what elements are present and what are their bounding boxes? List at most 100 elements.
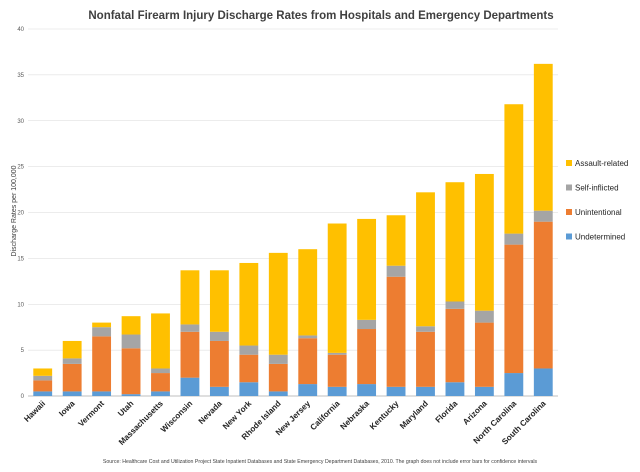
bar-segment-assault-related [180, 270, 200, 325]
y-tick-label: 0 [21, 394, 25, 400]
bar-segment-assault-related [416, 192, 435, 327]
x-axis-categories: Hawaii Iowa Vermont UtahMassachusettsWiscon… [22, 399, 548, 447]
y-tick-label: 20 [17, 211, 24, 217]
x-category-label: Maryland [398, 399, 430, 431]
bar-segment-self-inflicted [180, 324, 200, 332]
x-category-label: California [309, 399, 342, 432]
y-axis-label: Discharge Rates per 100,000 [11, 165, 18, 256]
bar-segment-unintentional [504, 244, 524, 374]
legend-label: Unintentional [575, 208, 622, 217]
bars [33, 63, 553, 396]
bar-segment-undetermined [357, 384, 377, 396]
bar-segment-undetermined [386, 386, 406, 396]
x-category-label: Arizona [461, 399, 489, 427]
bar-segment-self-inflicted [504, 233, 524, 245]
y-tick-label: 15 [17, 256, 24, 262]
legend-label: Self-inflicted [575, 184, 619, 193]
legend-swatch [566, 209, 572, 215]
bar-segment-assault-related [209, 270, 229, 332]
bar-segment-unintentional [327, 354, 347, 387]
legend-swatch [566, 233, 572, 240]
source-note: Source: Healthcare Cost and Utilization … [103, 459, 538, 465]
bar-segment-unintentional [121, 348, 141, 395]
bar-segment-unintentional [268, 363, 288, 392]
gridlines [28, 28, 558, 397]
bar-segment-self-inflicted [151, 368, 170, 374]
bar-segment-assault-related [151, 313, 170, 369]
bar-segment-undetermined [121, 394, 141, 396]
bar-segment-unintentional [386, 276, 406, 387]
bar-segment-assault-related [298, 249, 318, 336]
bar-segment-unintentional [92, 336, 112, 392]
bar-segment-unintentional [62, 363, 82, 392]
bar-segment-assault-related [92, 322, 112, 328]
bar-segment-undetermined [533, 368, 553, 396]
bar-segment-unintentional [33, 380, 53, 392]
bar-segment-unintentional [298, 338, 318, 385]
legend-swatch [566, 160, 572, 166]
y-tick-label: 30 [17, 119, 24, 125]
legend-swatch [566, 184, 572, 191]
bar-segment-self-inflicted [533, 210, 553, 222]
bar-segment-self-inflicted [327, 352, 347, 355]
bar-segment-undetermined [445, 382, 465, 396]
bar-segment-self-inflicted [474, 310, 494, 323]
x-category-label: Florida [434, 399, 460, 425]
bar-segment-assault-related [121, 316, 141, 335]
bar-segment-undetermined [239, 382, 259, 396]
bar-segment-self-inflicted [121, 334, 141, 349]
bar-segment-self-inflicted [239, 345, 259, 355]
bar-segment-unintentional [357, 329, 377, 385]
y-axis-ticks: 0 5 10 15 20 25 30 35 40 [17, 27, 24, 400]
y-tick-label: 10 [17, 302, 24, 308]
bar-segment-assault-related [62, 340, 82, 359]
bar-segment-undetermined [298, 384, 318, 396]
bar-segment-unintentional [239, 354, 259, 383]
bar-segment-self-inflicted [209, 331, 229, 341]
bar-segment-assault-related [327, 223, 347, 353]
bar-segment-assault-related [357, 218, 377, 320]
x-category-label: Vermont [76, 399, 106, 429]
bar-segment-unintentional [151, 373, 170, 392]
bar-segment-undetermined [474, 386, 494, 396]
x-category-label: Kentucky [368, 399, 401, 432]
bar-segment-self-inflicted [33, 375, 53, 381]
y-tick-label: 5 [21, 348, 25, 354]
bar-segment-undetermined [268, 391, 288, 396]
bar-segment-self-inflicted [445, 301, 465, 309]
bar-segment-unintentional [209, 340, 229, 387]
bar-segment-undetermined [92, 391, 112, 396]
bar-segment-undetermined [180, 377, 200, 396]
bar-segment-undetermined [209, 386, 229, 396]
bar-segment-unintentional [416, 331, 435, 387]
bar-segment-undetermined [151, 391, 170, 396]
chart-title: Nonfatal Firearm Injury Discharge Rates … [88, 10, 553, 22]
bar-segment-unintentional [180, 331, 200, 378]
y-tick-label: 40 [17, 27, 24, 33]
bar-segment-self-inflicted [416, 326, 435, 332]
bar-segment-self-inflicted [298, 335, 318, 339]
bar-segment-self-inflicted [357, 319, 377, 330]
legend: Assault-related Self-inflicted Unintention… [566, 159, 628, 242]
bar-segment-assault-related [33, 368, 53, 376]
legend-label: Undetermined [575, 233, 625, 242]
bar-segment-undetermined [504, 373, 524, 396]
x-category-label: Utah [116, 399, 135, 418]
bar-segment-self-inflicted [386, 265, 406, 277]
bar-segment-undetermined [62, 391, 82, 396]
bar-segment-assault-related [239, 262, 259, 346]
bar-segment-undetermined [327, 386, 347, 396]
y-tick-label: 25 [17, 165, 24, 171]
bar-segment-assault-related [533, 63, 553, 211]
bar-segment-undetermined [33, 391, 53, 396]
y-tick-label: 35 [17, 73, 24, 79]
x-category-label: Iowa [57, 399, 77, 419]
x-category-label: Nevada [197, 399, 224, 426]
x-category-label: Hawaii [22, 399, 47, 424]
bar-segment-unintentional [445, 308, 465, 383]
bar-segment-assault-related [504, 104, 524, 234]
bar-segment-undetermined [416, 386, 435, 396]
x-category-label: Wisconsin [159, 399, 194, 434]
bar-segment-unintentional [474, 322, 494, 387]
